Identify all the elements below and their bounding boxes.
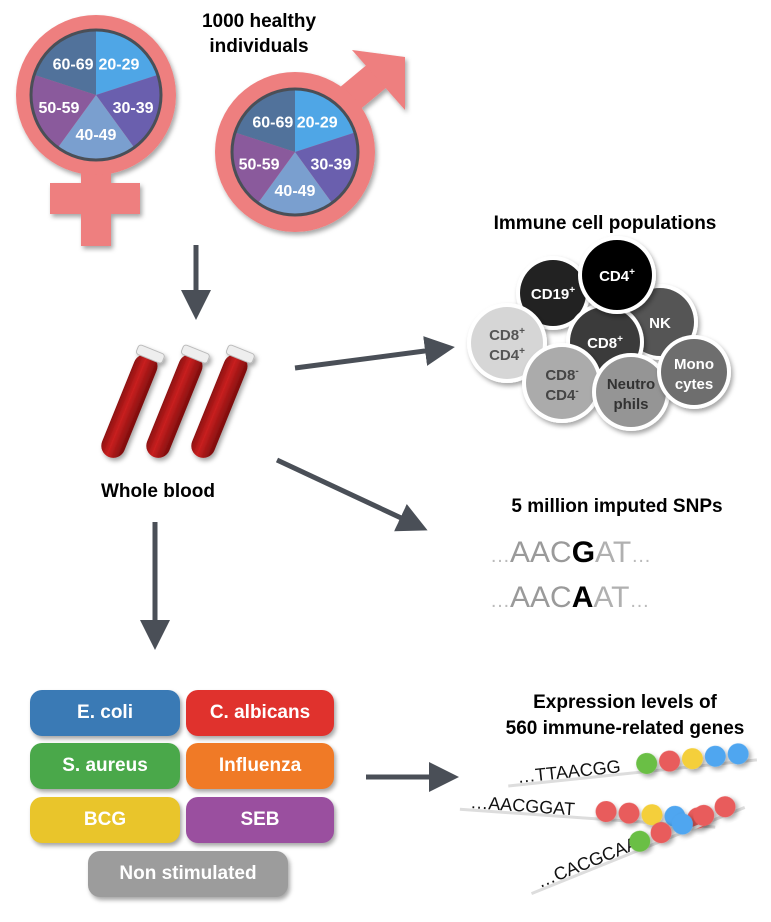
- immune-cells: CD19+ NK CD8+ CD4+ CD8+ CD4+ CD8- CD4- Neutro phi…: [467, 236, 731, 431]
- snp-sequence-2: …AACAAT…: [490, 581, 649, 614]
- svg-text:CD8+: CD8+: [489, 326, 525, 344]
- whole-blood-label: Whole blood: [101, 481, 215, 502]
- gene-strands: …TTAACGG …AACGGAT …CACGCAA: [459, 743, 758, 895]
- svg-text:CD19+: CD19+: [531, 285, 575, 303]
- male-age-pie: 20-29 30-39 40-49 50-59 60-69: [230, 87, 360, 217]
- female-age-slice-label: 60-69: [53, 56, 94, 73]
- expression-title-1: Expression levels of: [533, 692, 717, 713]
- cell-cd4: CD4+: [578, 236, 656, 314]
- svg-text:CD4+: CD4+: [489, 346, 525, 364]
- expression-bead: [681, 748, 703, 770]
- stimulus-influenza: Influenza: [186, 743, 334, 789]
- svg-text:Mono: Mono: [674, 356, 714, 373]
- svg-text:cytes: cytes: [675, 376, 713, 393]
- stimulus-seb: SEB: [186, 797, 334, 843]
- gene-sequence: …CACGCAA: [534, 833, 641, 892]
- female-age-slice-label: 40-49: [76, 127, 117, 144]
- expression-bead: [727, 743, 749, 765]
- title-line-2: individuals: [209, 36, 308, 57]
- immune-title: Immune cell populations: [494, 213, 717, 234]
- expression-bead: [629, 830, 651, 852]
- expression-title-2: 560 immune-related genes: [506, 718, 745, 739]
- expression-bead: [671, 813, 693, 835]
- gene-strand: …TTAACGG: [508, 743, 758, 788]
- snp-sequence-1: …AACGAT…: [490, 536, 651, 569]
- female-age-slice: [57, 95, 135, 160]
- male-age-slice: [295, 132, 358, 203]
- gene-sequence: …TTAACGG: [516, 756, 621, 787]
- gene-sequence: …AACGGAT: [470, 792, 576, 819]
- male-age-slice-label: 60-69: [252, 114, 293, 131]
- male-age-slice-label: 50-59: [239, 157, 280, 174]
- expression-bead: [659, 750, 681, 772]
- expression-bead: [618, 802, 640, 824]
- stimulus-s-aureus: S. aureus: [30, 743, 180, 789]
- male-age-slice: [232, 132, 295, 203]
- expression-bead: [693, 804, 715, 826]
- male-age-slice: [257, 152, 333, 216]
- male-age-slice-label: 40-49: [275, 183, 316, 200]
- svg-text:CD4+: CD4+: [599, 267, 635, 285]
- svg-text:NK: NK: [649, 315, 671, 332]
- cell-monocytes: Mono cytes: [657, 335, 731, 409]
- stimulus-non-stimulated: Non stimulated: [88, 851, 288, 897]
- expression-bead: [650, 822, 672, 844]
- stimulus-e-coli: E. coli: [30, 690, 180, 736]
- female-age-slice: [96, 74, 162, 148]
- expression-bead: [636, 752, 658, 774]
- expression-bead: [641, 804, 663, 826]
- female-age-slice-label: 20-29: [98, 56, 139, 73]
- female-age-slice: [31, 74, 97, 148]
- male-age-slice: [295, 89, 355, 152]
- expression-bead: [714, 796, 736, 818]
- cell-cd19: CD19+: [516, 256, 590, 330]
- title-line-1: 1000 healthy: [202, 11, 316, 32]
- svg-text:…AACGAT…: …AACGAT…: [490, 536, 651, 569]
- arrow-to-snps: [275, 457, 428, 532]
- arrow-to-cells: [294, 336, 455, 371]
- stimulus-bcg: BCG: [30, 797, 180, 843]
- svg-text:CD4-: CD4-: [545, 386, 578, 404]
- female-age-slice-label: 50-59: [38, 100, 79, 117]
- svg-text:Neutro: Neutro: [607, 376, 655, 393]
- svg-text:phils: phils: [613, 396, 648, 413]
- male-age-slice-label: 20-29: [297, 114, 338, 131]
- cell-cd8-cd4-: CD8- CD4-: [522, 343, 602, 423]
- female-age-slice-label: 30-39: [113, 100, 154, 117]
- cell-neutrophils: Neutro phils: [592, 353, 670, 431]
- svg-text:…AACAAT…: …AACAAT…: [490, 581, 649, 614]
- female-age-pie: 20-29 30-39 40-49 50-59 60-69: [29, 28, 163, 162]
- stimulus-c-albicans: C. albicans: [186, 690, 334, 736]
- male-age-slice: [235, 89, 295, 152]
- expression-bead: [595, 801, 617, 823]
- blood-tubes-icon: [101, 344, 255, 458]
- female-age-slice: [96, 30, 158, 95]
- cell-cd8-cd4-: CD8+ CD4+: [467, 303, 547, 383]
- svg-text:CD8+: CD8+: [587, 334, 623, 352]
- female-age-slice: [34, 30, 96, 95]
- snps-title: 5 million imputed SNPs: [511, 496, 722, 517]
- svg-text:CD8-: CD8-: [545, 366, 578, 384]
- expression-bead: [704, 745, 726, 767]
- male-age-slice-label: 30-39: [310, 157, 351, 174]
